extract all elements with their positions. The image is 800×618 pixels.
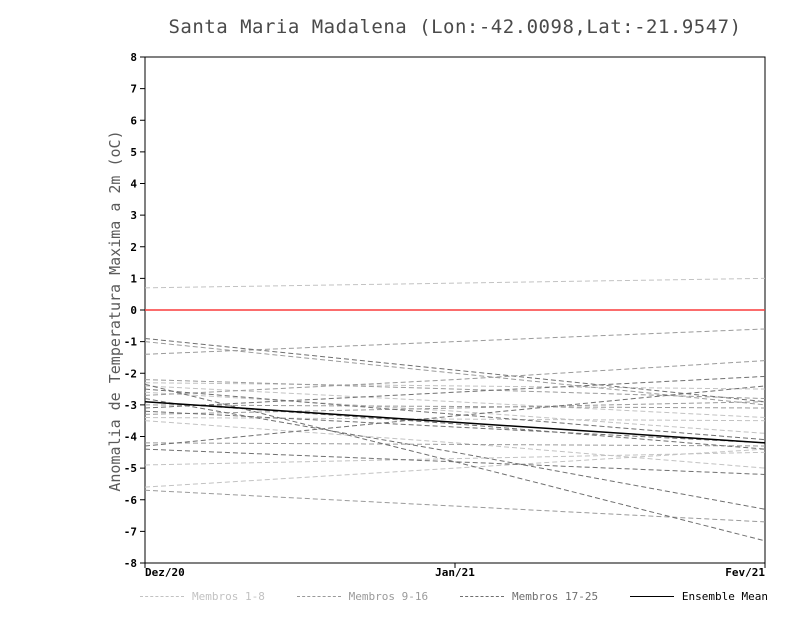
member-line [144,385,766,419]
legend-item-membros-1-8: Membros 1-8 [140,590,265,603]
legend-swatch-membros-9-16 [296,596,341,597]
member-line [144,401,766,450]
y-tick-label: -7 [124,525,137,538]
member-line [144,448,766,488]
legend-item-ensemble-mean: Ensemble Mean [629,590,768,603]
x-tick-label: Dez/20 [145,566,185,579]
ensemble-mean-line [144,400,766,444]
y-tick-label: 2 [130,241,137,254]
member-line [144,391,766,434]
member-line [144,448,766,475]
y-tick-label: 1 [130,272,137,285]
chart-title: Santa Maria Madalena (Lon:-42.0098,Lat:-… [168,16,742,38]
y-tick-label: 7 [130,83,137,96]
member-line [144,328,766,355]
legend-swatch-membros-17-25 [459,596,504,597]
legend-label-ensemble-mean: Ensemble Mean [681,590,768,603]
member-line [144,360,766,396]
y-tick-label: 0 [130,304,137,317]
legend-label-membros-17-25: Membros 17-25 [511,590,599,603]
member-line [144,388,766,441]
member-line [144,417,766,422]
legend-item-membros-17-25: Membros 17-25 [459,590,599,603]
member-line [144,451,766,466]
x-tick-label: Jan/21 [435,566,475,579]
y-tick-label: 6 [130,114,137,127]
legend-swatch-membros-1-8 [140,596,184,597]
y-tick-label: -2 [124,367,137,380]
x-tick-label: Fev/21 [725,566,765,579]
legend-label-membros-1-8: Membros 1-8 [192,590,265,603]
legend-swatch-ensemble-mean [629,596,674,597]
y-tick-label: -1 [124,336,138,349]
y-tick-label: -3 [124,399,137,412]
member-line [144,382,766,390]
y-tick-label: -6 [124,494,138,507]
y-tick-label: 5 [130,146,137,159]
member-line [144,489,766,523]
legend: Membros 1-8 Membros 9-16 Membros 17-25 E… [140,590,768,603]
y-tick-label: 4 [130,178,137,191]
y-tick-label: -5 [124,462,137,475]
member-line [144,420,766,469]
member-line [144,404,766,409]
y-tick-label: 3 [130,209,137,222]
legend-label-membros-9-16: Membros 9-16 [348,590,429,603]
member-line [144,379,766,400]
y-tick-label: -8 [124,557,137,570]
member-line [144,383,766,542]
member-line [144,401,766,415]
y-tick-label: 8 [130,51,137,64]
plot-area: -8 -7 -6 -5 -4 -3 -2 -1 0 1 2 3 4 5 6 7 8 Dez/20 Jan/21 Fev… [124,51,766,579]
member-line [144,398,766,510]
member-line [144,277,766,289]
member-line [144,337,766,403]
legend-item-membros-9-16: Membros 9-16 [296,590,429,603]
y-tick-label: -4 [124,431,138,444]
member-line [144,442,766,447]
